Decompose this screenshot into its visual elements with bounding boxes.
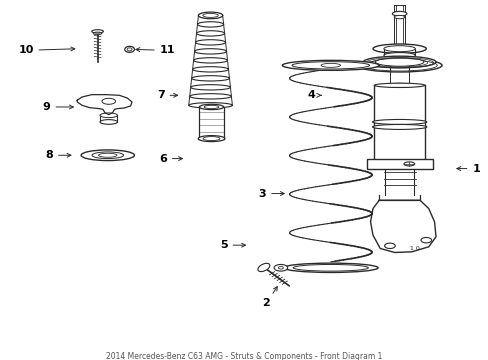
- Ellipse shape: [194, 49, 226, 54]
- Ellipse shape: [198, 13, 222, 18]
- Ellipse shape: [391, 12, 406, 16]
- Text: 2: 2: [262, 287, 277, 309]
- Text: 2014 Mercedes-Benz C63 AMG - Struts & Components - Front Diagram 1: 2014 Mercedes-Benz C63 AMG - Struts & Co…: [106, 352, 382, 360]
- Ellipse shape: [273, 265, 287, 271]
- Ellipse shape: [100, 113, 117, 118]
- Ellipse shape: [196, 31, 224, 36]
- Ellipse shape: [102, 98, 115, 104]
- Ellipse shape: [197, 22, 223, 27]
- Ellipse shape: [190, 85, 230, 90]
- Polygon shape: [77, 95, 132, 114]
- Ellipse shape: [375, 58, 423, 66]
- Ellipse shape: [282, 60, 379, 70]
- Ellipse shape: [403, 162, 414, 166]
- Ellipse shape: [195, 40, 225, 45]
- Ellipse shape: [199, 104, 223, 110]
- Text: 10: 10: [18, 45, 75, 55]
- Ellipse shape: [389, 83, 408, 87]
- Text: 8: 8: [45, 150, 71, 160]
- Ellipse shape: [372, 125, 426, 130]
- Ellipse shape: [189, 94, 231, 99]
- Ellipse shape: [383, 53, 414, 58]
- Ellipse shape: [363, 56, 435, 68]
- Text: 5: 5: [220, 240, 245, 250]
- Ellipse shape: [198, 136, 224, 141]
- Text: 4: 4: [307, 90, 321, 100]
- Ellipse shape: [374, 83, 424, 87]
- Ellipse shape: [191, 76, 229, 81]
- Ellipse shape: [357, 59, 441, 72]
- Ellipse shape: [283, 263, 377, 273]
- Ellipse shape: [420, 238, 431, 243]
- FancyBboxPatch shape: [366, 159, 432, 169]
- Text: 1: 1: [456, 163, 479, 174]
- Ellipse shape: [372, 44, 426, 53]
- Ellipse shape: [192, 67, 228, 72]
- Ellipse shape: [372, 120, 426, 125]
- Ellipse shape: [291, 62, 369, 69]
- Text: 7: 7: [157, 90, 177, 100]
- Text: 9: 9: [42, 102, 73, 112]
- Ellipse shape: [383, 46, 414, 52]
- Text: 3: 3: [258, 189, 284, 199]
- Ellipse shape: [188, 103, 232, 108]
- Ellipse shape: [100, 120, 117, 124]
- Polygon shape: [370, 200, 435, 252]
- Ellipse shape: [257, 264, 269, 271]
- Ellipse shape: [384, 243, 394, 248]
- Ellipse shape: [198, 12, 222, 19]
- Ellipse shape: [92, 30, 103, 33]
- Ellipse shape: [393, 15, 404, 19]
- Ellipse shape: [124, 46, 134, 52]
- Ellipse shape: [193, 58, 227, 63]
- Text: 1 0: 1 0: [409, 246, 419, 251]
- Ellipse shape: [92, 152, 123, 159]
- Text: 11: 11: [136, 45, 175, 55]
- Text: 6: 6: [159, 154, 182, 163]
- Ellipse shape: [81, 150, 134, 161]
